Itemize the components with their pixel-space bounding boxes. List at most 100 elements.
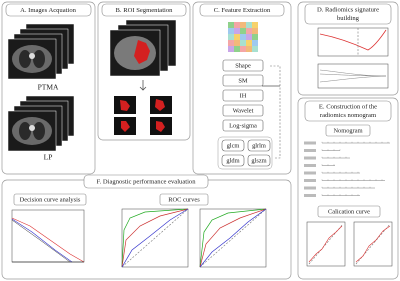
feature-label: SM [238, 77, 248, 84]
texture-box [247, 139, 271, 152]
grid-cell [252, 34, 258, 40]
grid-cell [240, 40, 246, 46]
texture-group [217, 136, 273, 170]
path-shape [156, 121, 165, 132]
lasso-plot [317, 27, 389, 57]
grid-cell [234, 22, 240, 28]
texture-box [221, 139, 245, 152]
panel-title: building [337, 15, 360, 22]
grid-cell [246, 22, 252, 28]
feature-boxes: Shape SM IH Wavelet Log-sigma glcm glrlm gldm gl… [217, 59, 273, 170]
grid-cell [240, 34, 246, 40]
roc-curve [121, 208, 189, 268]
calibration-curve [308, 225, 343, 263]
nomogram-label [304, 186, 316, 190]
roc-curve [121, 208, 189, 268]
feature-label: Log-sigma [229, 122, 257, 129]
grid-cell [228, 34, 234, 40]
dca-all [11, 219, 71, 263]
label: LP [44, 153, 53, 162]
coef-paths [319, 69, 387, 83]
section-title: ROC curves [168, 196, 200, 203]
ellipse-shape [33, 50, 45, 68]
reference-line [199, 208, 267, 268]
roc-curve [199, 208, 267, 268]
texture-label: gldm [226, 157, 239, 164]
section-header [317, 205, 381, 218]
calibration-curve [355, 225, 391, 263]
grid-cell [228, 46, 234, 52]
grid-cell [228, 40, 234, 46]
panel-title: C. Feature Extraction [214, 7, 271, 14]
grid-cell [252, 28, 258, 34]
section-title: Nomogram [333, 127, 362, 134]
section-title: Decision curve analysis [20, 196, 81, 203]
ct-stack-lp [7, 95, 75, 152]
section-title: Calication curve [328, 208, 370, 215]
reference-line [121, 208, 189, 268]
texture-label: glcm [227, 142, 240, 149]
panel-title: E. Construction of the [319, 104, 377, 111]
roc-curve [199, 208, 267, 268]
grid-cell [234, 28, 240, 34]
panel-title: D. Radiomics signature [317, 7, 379, 14]
nomogram-label [304, 194, 316, 197]
feature-grid [228, 22, 258, 52]
panel-title: radiomics nomogram [320, 112, 377, 119]
grid-cell [246, 34, 252, 40]
path-shape [134, 40, 150, 64]
grid-cell [246, 40, 252, 46]
dca-clinical [11, 218, 73, 263]
panel-header [304, 3, 392, 25]
ellipse-shape [33, 122, 45, 140]
section-header [159, 193, 209, 206]
feature-box [222, 119, 264, 132]
arrow [139, 80, 147, 91]
grid-cell [240, 22, 246, 28]
ct-segmented [109, 19, 177, 77]
section-header [325, 124, 371, 137]
grid-cell [234, 34, 240, 40]
feature-box [222, 74, 264, 87]
grid-cell [252, 22, 258, 28]
grid-cell [246, 28, 252, 34]
circle-shape [29, 125, 35, 131]
grid-cell [234, 46, 240, 52]
panel-title: A. Images Acquation [20, 7, 77, 14]
label: PTMA [38, 83, 59, 92]
panel-header [199, 3, 285, 17]
panel-title: F. Diagnostic performance evaluation [96, 179, 196, 186]
feature-box [222, 59, 264, 72]
lasso-curve [319, 29, 387, 51]
ellipse-shape [19, 122, 31, 140]
grid-cell [246, 46, 252, 52]
texture-label: glrlm [252, 142, 266, 149]
nomogram-label [304, 149, 316, 152]
grid-cell [240, 46, 246, 52]
texture-label: glszm [251, 157, 266, 164]
texture-box [221, 154, 245, 167]
path-shape [155, 99, 165, 111]
grid-cell [228, 22, 234, 28]
texture-box [247, 154, 271, 167]
panel-header [83, 174, 209, 189]
roc-curve [199, 208, 267, 268]
nomogram-lines [304, 141, 390, 197]
feature-label: Shape [235, 62, 251, 69]
feature-box [222, 89, 264, 102]
path-shape [121, 121, 130, 132]
panel-c [192, 1, 292, 175]
grid-cell [228, 28, 234, 34]
nomogram-label [304, 141, 316, 145]
dca-nomogram [11, 217, 85, 263]
nomogram-label [304, 171, 316, 175]
panel-header [5, 3, 92, 17]
circle-shape [29, 53, 35, 59]
dashed-connector [270, 65, 281, 159]
dca-plot [11, 209, 85, 263]
ellipse-shape [19, 50, 31, 68]
feature-box [222, 104, 264, 117]
feature-label: Wavelet [233, 107, 254, 114]
feature-label: IH [240, 92, 247, 99]
